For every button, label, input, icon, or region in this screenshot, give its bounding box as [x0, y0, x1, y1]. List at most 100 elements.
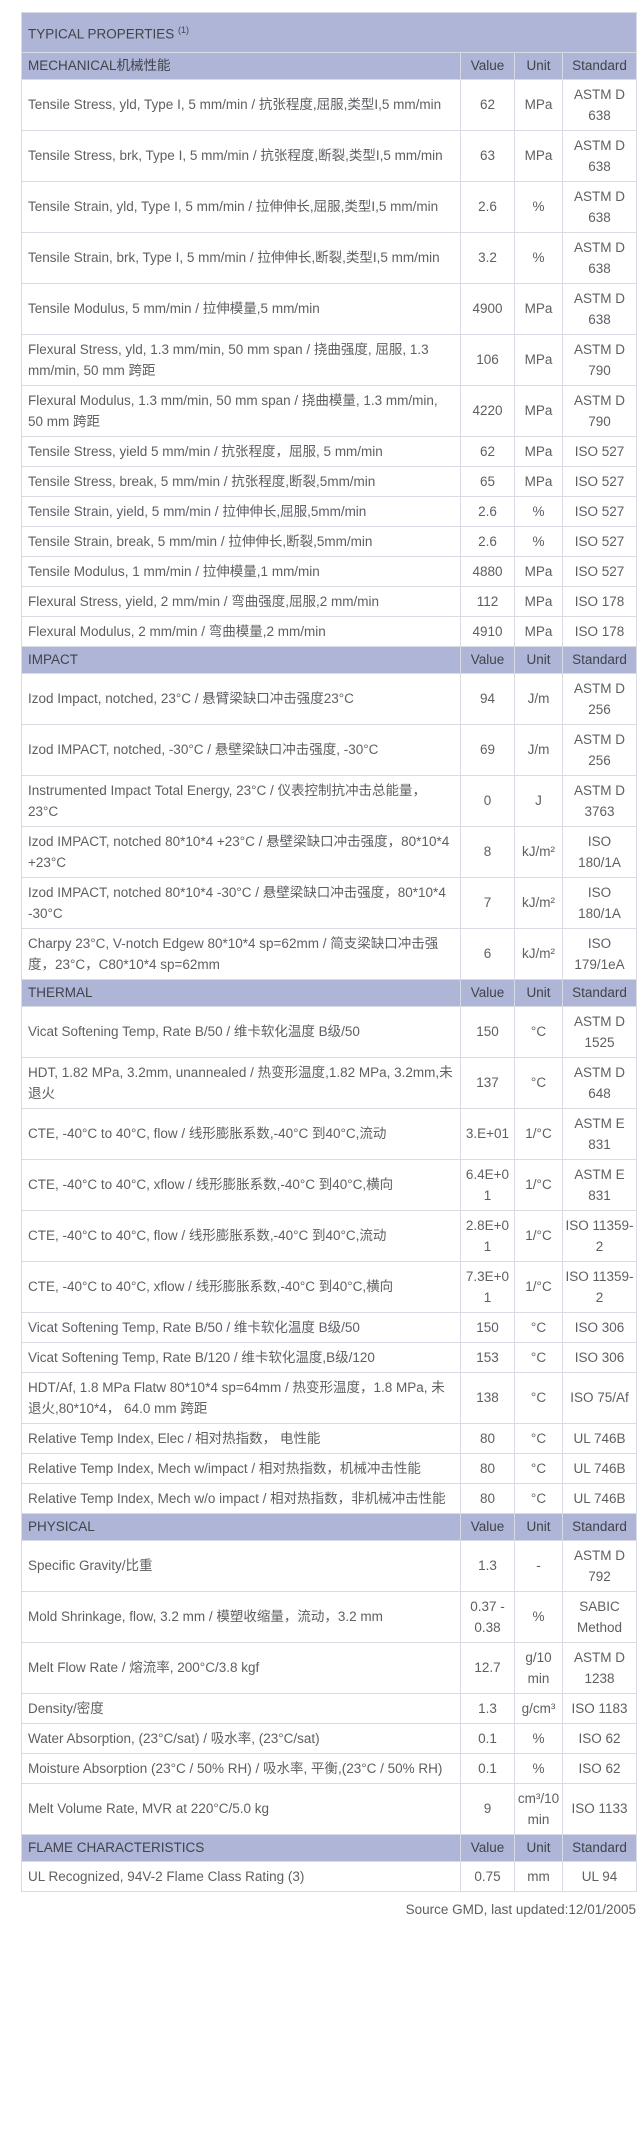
unit-cell: MPa [514, 282, 563, 335]
unit-cell: MPa [514, 465, 563, 497]
unit-cell: % [514, 1590, 563, 1643]
standard-cell: ASTM D 1525 [561, 1005, 638, 1058]
unit-cell: MPa [514, 333, 563, 386]
property-cell: UL Recognized, 94V-2 Flame Class Rating … [21, 1860, 461, 1892]
property-cell: Tensile Strain, break, 5 mm/min / 拉伸伸长,断… [21, 525, 461, 557]
table-title: TYPICAL PROPERTIES (1) [20, 12, 638, 53]
unit-cell: °C [514, 1056, 563, 1109]
property-cell: Tensile Modulus, 1 mm/min / 拉伸模量,1 mm/mi… [21, 555, 461, 587]
column-header-standard: Standard [561, 645, 638, 674]
table-row: Relative Temp Index, Mech w/impact / 相对热… [21, 1452, 638, 1484]
property-cell: Izod IMPACT, notched 80*10*4 -30°C / 悬壁梁… [21, 876, 461, 929]
column-header-value: Value [460, 645, 515, 674]
value-cell: 9 [460, 1782, 515, 1835]
standard-cell: ASTM D 638 [561, 129, 638, 182]
standard-cell: ISO 527 [561, 435, 638, 467]
value-cell: 0.75 [460, 1860, 515, 1892]
property-cell: Relative Temp Index, Elec / 相对热指数， 电性能 [21, 1422, 461, 1454]
property-cell: Mold Shrinkage, flow, 3.2 mm / 模塑收缩量，流动，… [21, 1590, 461, 1643]
property-cell: Charpy 23°C, V-notch Edgew 80*10*4 sp=62… [21, 927, 461, 980]
table-title-footnote: (1) [178, 25, 190, 35]
table-row: Vicat Softening Temp, Rate B/120 / 维卡软化温… [21, 1341, 638, 1373]
value-cell: 150 [460, 1311, 515, 1343]
unit-cell: kJ/m² [514, 927, 563, 980]
unit-cell: J/m [514, 723, 563, 776]
property-cell: Izod Impact, notched, 23°C / 悬臂梁缺口冲击强度23… [21, 672, 461, 725]
table-row: CTE, -40°C to 40°C, flow / 线形膨胀系数,-40°C … [21, 1209, 638, 1262]
table-row: Mold Shrinkage, flow, 3.2 mm / 模塑收缩量，流动，… [21, 1590, 638, 1643]
section-title: MECHANICAL机械性能 [21, 51, 461, 80]
value-cell: 65 [460, 465, 515, 497]
table-row: Relative Temp Index, Elec / 相对热指数， 电性能 80… [21, 1422, 638, 1454]
standard-cell: ASTM D 790 [561, 384, 638, 437]
table-row: Relative Temp Index, Mech w/o impact / 相… [21, 1482, 638, 1514]
value-cell: 7 [460, 876, 515, 929]
unit-cell: °C [514, 1371, 563, 1424]
unit-cell: g/cm³ [514, 1692, 563, 1724]
unit-cell: MPa [514, 129, 563, 182]
property-cell: Flexural Stress, yld, 1.3 mm/min, 50 mm … [21, 333, 461, 386]
unit-cell: °C [514, 1311, 563, 1343]
section-header-row: PHYSICAL Value Unit Standard [21, 1512, 638, 1541]
standard-cell: ASTM D 792 [561, 1539, 638, 1592]
table-row: HDT, 1.82 MPa, 3.2mm, unannealed / 热变形温度… [21, 1056, 638, 1109]
property-cell: Izod IMPACT, notched 80*10*4 +23°C / 悬壁梁… [21, 825, 461, 878]
value-cell: 6 [460, 927, 515, 980]
value-cell: 69 [460, 723, 515, 776]
value-cell: 4220 [460, 384, 515, 437]
table-row: Melt Volume Rate, MVR at 220°C/5.0 kg 9 cm… [21, 1782, 638, 1835]
unit-cell: % [514, 231, 563, 284]
section-title: IMPACT [21, 645, 461, 674]
unit-cell: °C [514, 1341, 563, 1373]
property-cell: Relative Temp Index, Mech w/o impact / 相… [21, 1482, 461, 1514]
property-cell: Tensile Stress, brk, Type I, 5 mm/min / … [21, 129, 461, 182]
table-row: CTE, -40°C to 40°C, xflow / 线形膨胀系数,-40°C… [21, 1158, 638, 1211]
column-header-value: Value [460, 51, 515, 80]
section-header-row: IMPACT Value Unit Standard [21, 645, 638, 674]
typical-properties-table: TYPICAL PROPERTIES (1) MECHANICAL机械性能 Val… [20, 12, 638, 1892]
column-header-standard: Standard [561, 978, 638, 1007]
unit-cell: MPa [514, 555, 563, 587]
value-cell: 94 [460, 672, 515, 725]
value-cell: 80 [460, 1482, 515, 1514]
property-cell: Flexural Modulus, 2 mm/min / 弯曲模量,2 mm/m… [21, 615, 461, 647]
standard-cell: ASTM D 638 [561, 180, 638, 233]
unit-cell: 1/°C [514, 1107, 563, 1160]
value-cell: 0.1 [460, 1722, 515, 1754]
column-header-unit: Unit [514, 978, 563, 1007]
table-row: Tensile Strain, yield, 5 mm/min / 拉伸伸长,屈… [21, 495, 638, 527]
value-cell: 4880 [460, 555, 515, 587]
standard-cell: ISO 75/Af [561, 1371, 638, 1424]
section-title: THERMAL [21, 978, 461, 1007]
property-cell: Density/密度 [21, 1692, 461, 1724]
standard-cell: ASTM E 831 [561, 1107, 638, 1160]
property-cell: CTE, -40°C to 40°C, flow / 线形膨胀系数,-40°C … [21, 1209, 461, 1262]
property-cell: Vicat Softening Temp, Rate B/50 / 维卡软化温度… [21, 1311, 461, 1343]
value-cell: 8 [460, 825, 515, 878]
table-row: Izod IMPACT, notched, -30°C / 悬壁梁缺口冲击强度,… [21, 723, 638, 776]
column-header-standard: Standard [561, 1512, 638, 1541]
column-header-unit: Unit [514, 51, 563, 80]
property-cell: Melt Flow Rate / 熔流率, 200°C/3.8 kgf [21, 1641, 461, 1694]
value-cell: 12.7 [460, 1641, 515, 1694]
value-cell: 3.2 [460, 231, 515, 284]
standard-cell: ISO 1133 [561, 1782, 638, 1835]
unit-cell: J/m [514, 672, 563, 725]
standard-cell: ISO 180/1A [561, 876, 638, 929]
table-row: Izod IMPACT, notched 80*10*4 -30°C / 悬壁梁… [21, 876, 638, 929]
unit-cell: °C [514, 1005, 563, 1058]
properties-table-body: TYPICAL PROPERTIES (1) MECHANICAL机械性能 Val… [20, 12, 638, 1892]
standard-cell: ISO 306 [561, 1311, 638, 1343]
property-cell: CTE, -40°C to 40°C, xflow / 线形膨胀系数,-40°C… [21, 1158, 461, 1211]
unit-cell: °C [514, 1482, 563, 1514]
unit-cell: 1/°C [514, 1260, 563, 1313]
table-row: Charpy 23°C, V-notch Edgew 80*10*4 sp=62… [21, 927, 638, 980]
value-cell: 112 [460, 585, 515, 617]
value-cell: 2.6 [460, 180, 515, 233]
table-row: Tensile Strain, brk, Type I, 5 mm/min / … [21, 231, 638, 284]
value-cell: 138 [460, 1371, 515, 1424]
value-cell: 4900 [460, 282, 515, 335]
property-cell: Izod IMPACT, notched, -30°C / 悬壁梁缺口冲击强度,… [21, 723, 461, 776]
standard-cell: UL 746B [561, 1422, 638, 1454]
standard-cell: ISO 62 [561, 1752, 638, 1784]
